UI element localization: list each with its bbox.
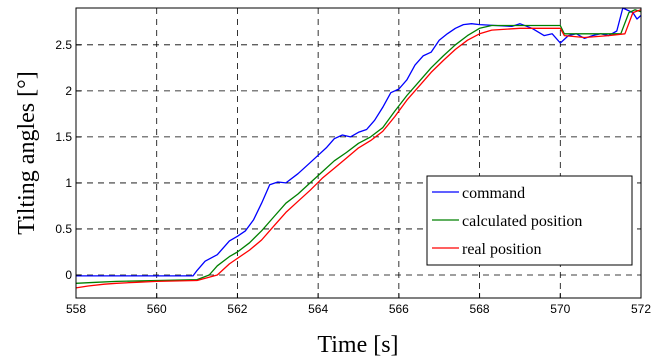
legend-label-command: command [462, 185, 525, 202]
legend-entry-calculated-position: calculated position [432, 213, 582, 230]
x-tick-label-562: 562 [227, 302, 247, 316]
legend-entry-command: command [432, 185, 525, 202]
legend-box [426, 175, 633, 266]
legend-label-calculated-position: calculated position [462, 213, 582, 230]
legend-entry-real-position: real position [432, 241, 542, 258]
x-tick-label-564: 564 [308, 302, 328, 316]
y-tick-label-0.5: 0.5 [55, 222, 72, 236]
x-tick-label-570: 570 [550, 302, 570, 316]
y-tick-label-1: 1 [65, 176, 72, 190]
x-axis-title: Time [s] [317, 332, 398, 358]
x-tick-label-568: 568 [470, 302, 490, 316]
x-tick-label-566: 566 [389, 302, 409, 316]
x-tick-label-572: 572 [631, 302, 651, 316]
y-tick-label-0: 0 [65, 268, 72, 282]
plot-frame [75, 7, 642, 299]
series-line-calculated-position [75, 9, 642, 284]
grid-lines [76, 8, 641, 298]
x-tick-labels: 558 560 562 564 566 568 570 572 [66, 302, 651, 316]
tick-marks [75, 44, 642, 298]
series-line-real-position [75, 9, 642, 289]
x-tick-label-558: 558 [66, 302, 86, 316]
series-lines [75, 7, 642, 289]
y-axis-title: Tilting angles [°] [14, 71, 40, 234]
legend-label-real-position: real position [462, 241, 542, 258]
y-tick-label-2: 2 [65, 84, 72, 98]
x-tick-label-560: 560 [147, 302, 167, 316]
legend: command calculated position real positio… [426, 175, 633, 266]
y-tick-label-1.5: 1.5 [55, 130, 72, 144]
y-tick-labels: 0 0.5 1 1.5 2 2.5 [55, 38, 72, 282]
y-tick-label-2.5: 2.5 [55, 38, 72, 52]
